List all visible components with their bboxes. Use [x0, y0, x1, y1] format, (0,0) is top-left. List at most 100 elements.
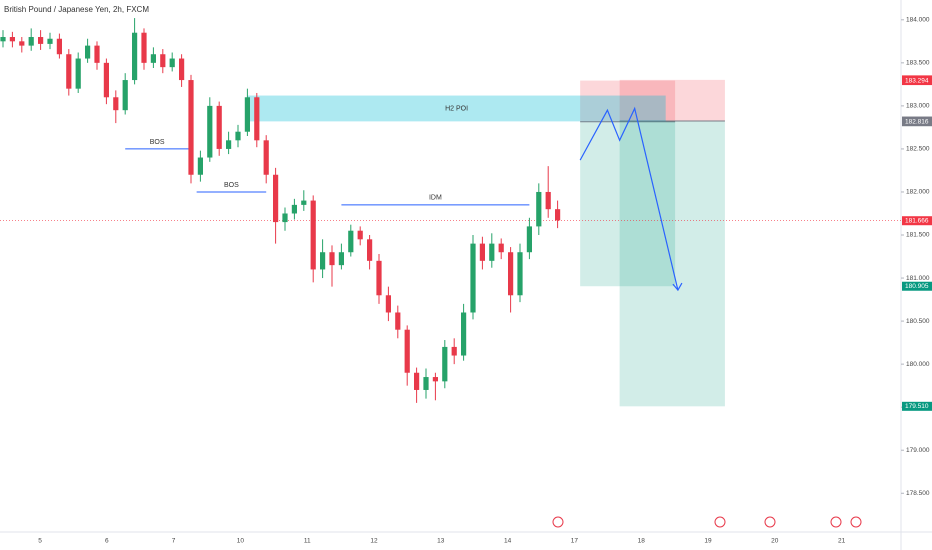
candle-body — [367, 239, 373, 261]
candle-body — [414, 372, 420, 390]
structure-label: IDM — [429, 195, 442, 202]
candle-body — [555, 209, 561, 221]
event-icon — [552, 516, 564, 528]
candle-body — [254, 97, 260, 141]
y-tick-label: 181.500 — [906, 232, 930, 239]
price-badge-label: 183.294 — [905, 77, 929, 84]
chart-title: British Pound / Japanese Yen, 2h, FXCM — [4, 5, 149, 14]
event-icon — [764, 516, 776, 528]
candle-body — [273, 174, 279, 223]
candle-body — [348, 230, 354, 253]
price-badge — [902, 117, 932, 127]
y-tick-label: 182.500 — [906, 146, 930, 153]
x-tick-label: 7 — [172, 538, 176, 545]
candle-body — [75, 58, 81, 89]
candle-body — [0, 37, 6, 42]
candle-body — [320, 252, 326, 270]
candle-body — [282, 213, 288, 223]
y-tick-label: 183.500 — [906, 60, 930, 67]
zone-label: H2 POI — [445, 105, 468, 112]
event-icon — [714, 516, 726, 528]
price-badge-label: 181.666 — [905, 217, 929, 224]
x-tick-label: 13 — [437, 538, 445, 545]
candle-body — [188, 80, 194, 175]
candle-body — [56, 38, 62, 55]
y-tick-label: 179.000 — [906, 447, 930, 454]
candle-body — [19, 41, 25, 46]
candle-body — [376, 260, 382, 296]
stop-zone — [580, 80, 676, 122]
candle-body — [498, 243, 504, 253]
x-tick-label: 17 — [571, 538, 579, 545]
candle-body — [451, 346, 457, 356]
candle-body — [141, 32, 147, 63]
candle-body — [461, 312, 467, 356]
candle-body — [9, 37, 15, 42]
candle-body — [169, 58, 175, 68]
candle-body — [536, 191, 542, 227]
candle-body — [28, 37, 34, 46]
price-badge-label: 179.510 — [905, 403, 929, 410]
y-tick-label: 180.000 — [906, 361, 930, 368]
candle-body — [301, 200, 307, 205]
candle-body — [207, 105, 213, 158]
candle-body — [38, 37, 44, 44]
y-tick-label: 184.000 — [906, 17, 930, 24]
candle-body — [226, 140, 232, 149]
candle-body — [113, 97, 119, 111]
candle-body — [66, 54, 72, 89]
candle-body — [442, 346, 448, 382]
candle-body — [216, 105, 222, 149]
candle-body — [404, 329, 410, 373]
candle-body — [526, 226, 532, 253]
candle-body — [395, 312, 401, 330]
candle-body — [432, 377, 438, 382]
structure-label: BOS — [150, 139, 165, 146]
candle-body — [197, 157, 203, 175]
y-tick-label: 181.000 — [906, 275, 930, 282]
candle-body — [517, 252, 523, 296]
price-badge — [902, 216, 932, 226]
candle-body — [122, 80, 128, 111]
y-tick-label: 183.000 — [906, 103, 930, 110]
price-badge-label: 182.816 — [905, 118, 929, 125]
candle-body — [470, 243, 476, 313]
candle-body — [94, 45, 100, 63]
candle-body — [385, 295, 391, 313]
candle-body — [357, 230, 363, 240]
structure-label: BOS — [224, 182, 239, 189]
candle-body — [489, 243, 495, 261]
candle-body — [545, 191, 551, 210]
candle-body — [132, 32, 138, 81]
candle-body — [47, 38, 53, 44]
y-tick-label: 178.500 — [906, 490, 930, 497]
candle-body — [160, 54, 166, 68]
candle-body — [263, 140, 269, 175]
target-zone — [619, 121, 725, 407]
y-tick-label: 180.500 — [906, 318, 930, 325]
x-tick-label: 12 — [370, 538, 378, 545]
poi-zone — [247, 95, 666, 122]
candle-body — [423, 377, 429, 390]
x-tick-label: 21 — [838, 538, 846, 545]
candle-body — [85, 45, 91, 59]
x-tick-label: 10 — [237, 538, 245, 545]
candle-body — [338, 252, 344, 266]
target-zone — [580, 121, 676, 287]
price-badge — [902, 281, 932, 291]
x-tick-label: 20 — [771, 538, 779, 545]
arrow-head — [672, 282, 683, 292]
price-badge-label: 180.905 — [905, 283, 929, 290]
candle-body — [150, 54, 156, 63]
candle-body — [244, 97, 250, 132]
candle-body — [291, 204, 297, 214]
x-tick-label: 18 — [638, 538, 646, 545]
projection-path — [579, 106, 679, 291]
x-tick-label: 5 — [38, 538, 42, 545]
event-icons — [552, 516, 862, 528]
candle-body — [235, 131, 241, 141]
price-badge — [902, 76, 932, 86]
x-tick-label: 6 — [105, 538, 109, 545]
